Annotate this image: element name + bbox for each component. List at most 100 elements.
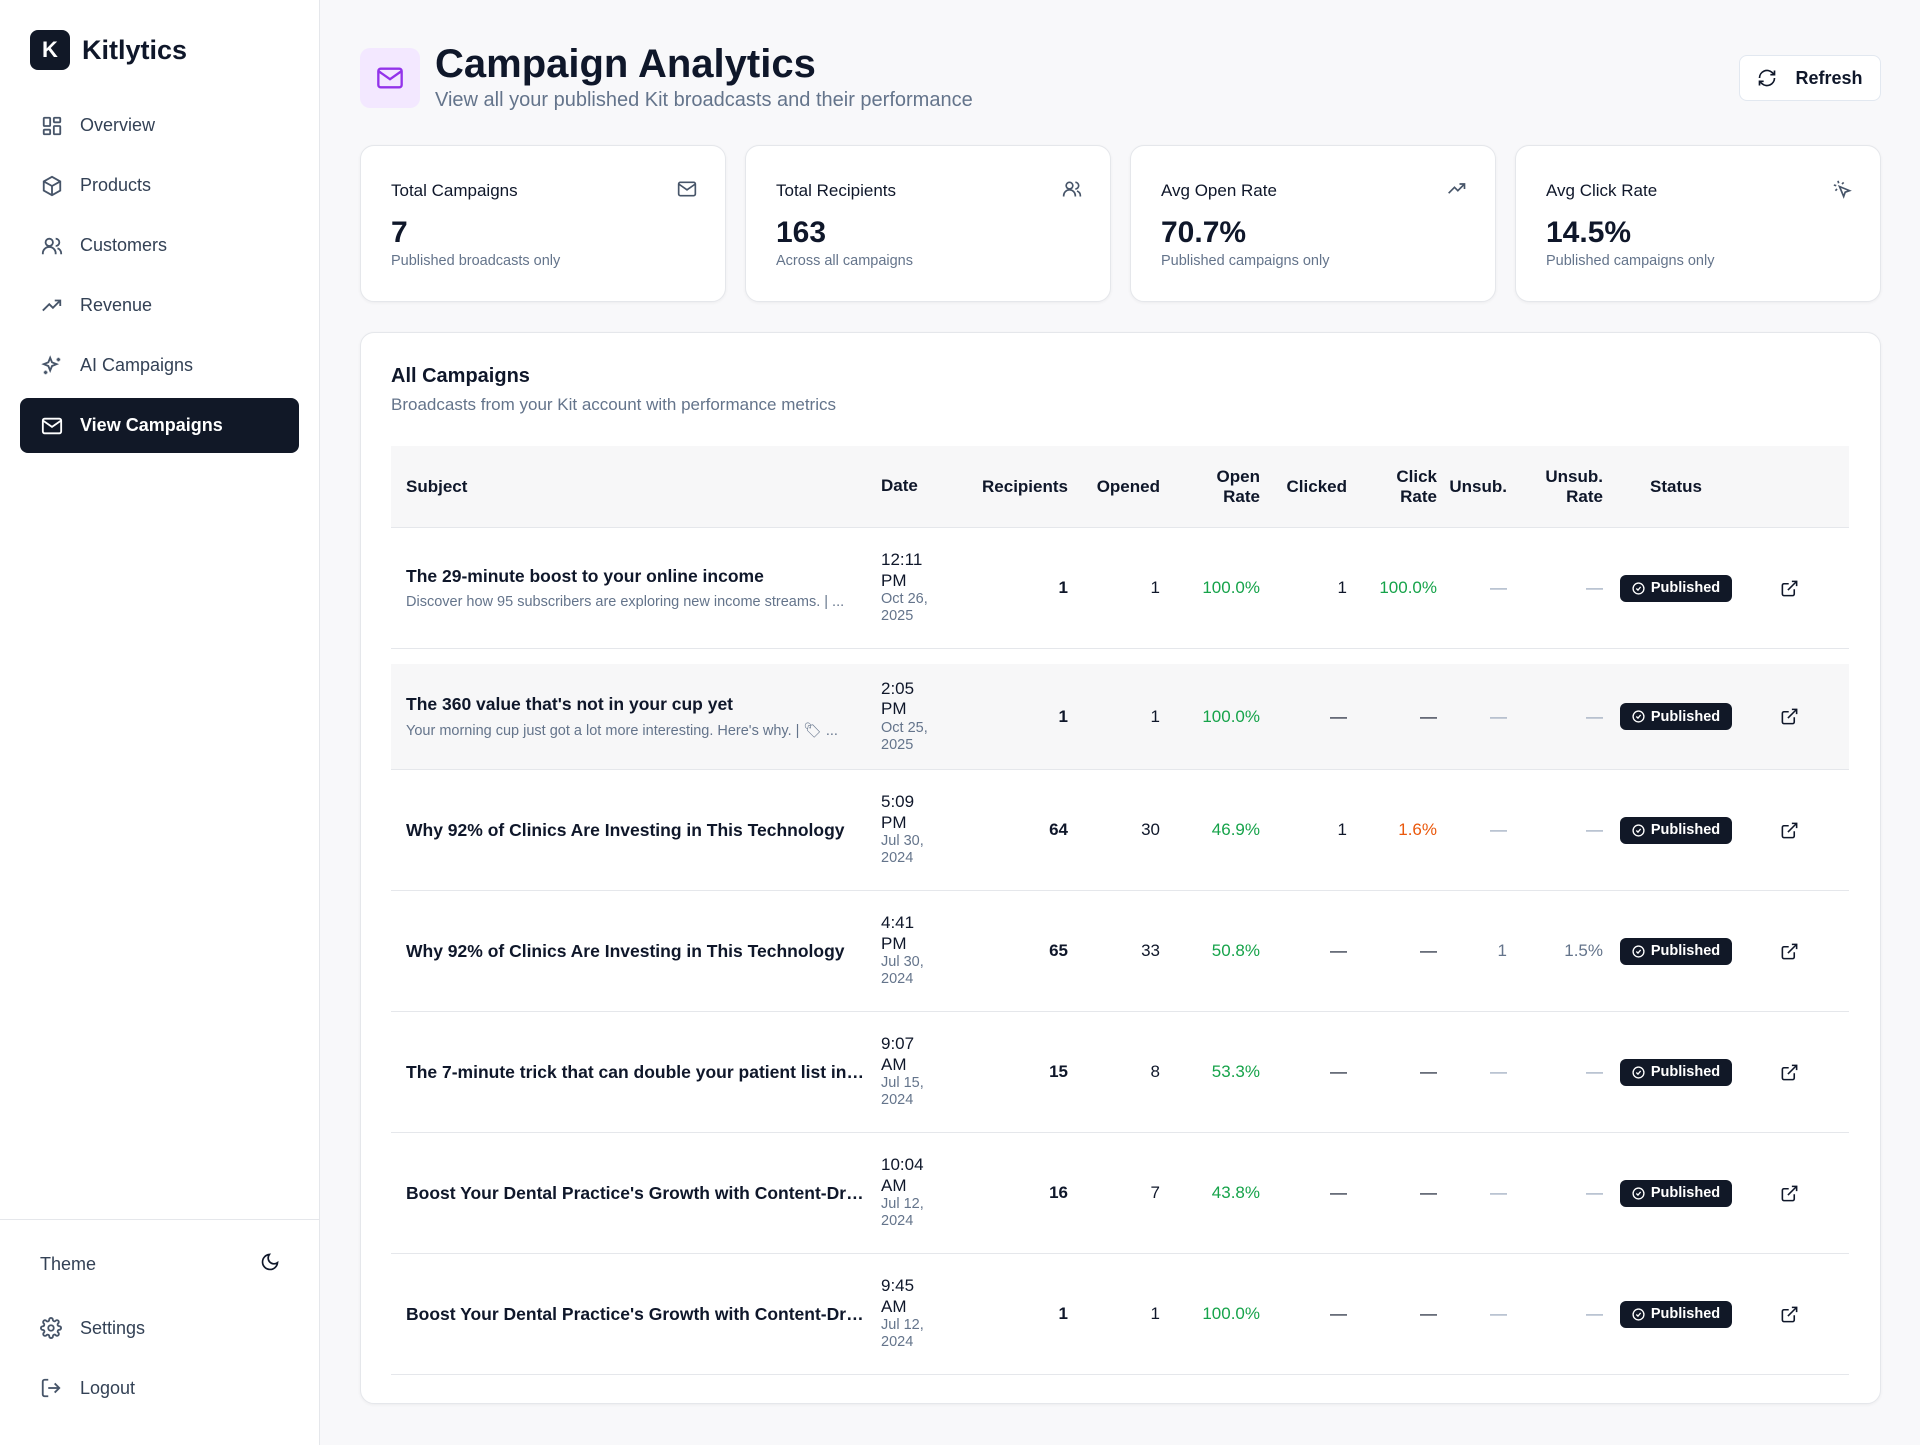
date-time-2: AM [881,1054,907,1074]
cell-clicked: — [1330,1304,1347,1323]
date-year: 2025 [881,736,914,753]
external-link-icon[interactable] [1780,707,1799,726]
external-link-icon[interactable] [1780,942,1799,961]
settings-link[interactable]: Settings [40,1316,145,1340]
cell-unsub: — [1490,1062,1507,1081]
table-row[interactable]: Why 92% of Clinics Are Investing in This… [391,891,1849,1012]
moon-icon[interactable] [260,1252,280,1277]
cell-click-rate: 100.0% [1379,578,1437,597]
col-recipients[interactable]: Recipients [982,476,1068,496]
external-link-icon[interactable] [1780,821,1799,840]
table-row[interactable]: Boost Your Dental Practice's Growth with… [391,1133,1849,1254]
cell-opened: 1 [1150,578,1160,597]
col-date[interactable]: Date [881,476,918,496]
sidebar-item-view-campaigns[interactable]: View Campaigns [20,398,299,453]
external-link-icon[interactable] [1780,1063,1799,1082]
stat-card-avg-open-rate: Avg Open Rate 70.7% Published campaigns … [1130,145,1496,302]
sidebar-item-products[interactable]: Products [20,158,299,213]
cell-click-rate: — [1420,1183,1437,1202]
external-link-icon[interactable] [1780,1305,1799,1324]
cell-unsub-rate: — [1586,820,1603,839]
cell-date: 9:45 AM Jul 12, 2024 [881,1276,953,1352]
cell-link [1749,1305,1829,1324]
col-opened[interactable]: Opened [1096,476,1160,496]
date-time-2: PM [881,570,907,590]
stat-label: Avg Click Rate [1546,181,1658,200]
col-open-rate[interactable]: Open Rate [1160,467,1260,507]
campaign-preview: Discover how 95 subscribers are explorin… [406,594,845,610]
status-badge: Published [1619,1058,1733,1086]
cell-click-rate: — [1420,941,1437,960]
campaign-subject: Boost Your Dental Practice's Growth with… [406,1303,866,1324]
table-row[interactable]: The 29-minute boost to your online incom… [391,528,1849,649]
sidebar-nav: Overview Products Customers Revenue AI C… [20,98,299,458]
cell-subject: The 7-minute trick that can double your … [391,1062,881,1083]
logout-link[interactable]: Logout [40,1376,135,1400]
cell-link [1749,1184,1829,1203]
col-click-rate-line2: Rate [1400,486,1437,506]
table-row[interactable]: Boost Your Dental Practice's Growth with… [391,1254,1849,1375]
cell-recipients: 64 [1049,820,1068,839]
cell-opened: 7 [1150,1183,1160,1202]
brand[interactable]: K Kitlytics [30,30,187,70]
status-label: Published [1650,943,1721,959]
cell-click-rate: 1.6% [1398,820,1437,839]
theme-label: Theme [40,1254,97,1274]
cell-status: Published [1603,816,1749,844]
external-link-icon[interactable] [1780,1184,1799,1203]
sidebar-item-overview[interactable]: Overview [20,98,299,153]
check-circle-icon [1632,1186,1645,1200]
status-label: Published [1650,580,1721,596]
refresh-icon [1757,68,1777,88]
sidebar-item-ai-campaigns[interactable]: AI Campaigns [20,338,299,393]
table-header: Subject Date Recipients Opened Open Rate … [391,446,1849,528]
date-day: Jul 30, [881,954,924,970]
check-circle-icon [1632,710,1645,723]
status-label: Published [1650,1064,1721,1080]
status-label: Published [1650,1185,1721,1201]
sidebar-item-revenue[interactable]: Revenue [20,278,299,333]
date-time-2: PM [881,933,907,953]
panel-title: All Campaigns [391,365,530,387]
campaign-subject: Why 92% of Clinics Are Investing in This… [406,819,845,840]
stat-value: 163 [776,216,827,249]
table-row[interactable]: Why 92% of Clinics Are Investing in This… [391,770,1849,891]
table-row[interactable]: The 7-minute trick that can double your … [391,1012,1849,1133]
cell-opened: 8 [1150,1062,1160,1081]
col-unsub-rate[interactable]: Unsub. Rate [1507,467,1603,507]
cell-opened: 33 [1141,941,1160,960]
table-row[interactable]: The 360 value that's not in your cup yet… [391,664,1849,770]
check-circle-icon [1632,1307,1645,1321]
stat-note: Published campaigns only [1161,253,1330,269]
col-open-rate-line1: Open [1216,466,1260,486]
col-subject[interactable]: Subject [406,476,468,496]
cell-subject: The 29-minute boost to your online incom… [391,566,881,610]
external-link-icon[interactable] [1780,579,1799,598]
col-click-rate-line1: Click [1396,466,1437,486]
trending-up-icon [40,294,64,318]
sidebar: K Kitlytics Overview Products Customers [0,0,320,1445]
status-label: Published [1650,708,1721,725]
status-badge: Published [1619,937,1733,965]
cell-status: Published [1603,1300,1749,1328]
cell-date: 10:04 AM Jul 12, 2024 [881,1155,953,1231]
brand-logo: K [30,30,70,70]
date-year: 2024 [881,1334,914,1351]
cell-status: Published [1603,937,1749,965]
stat-label: Avg Open Rate [1161,181,1277,200]
cell-clicked: — [1330,1183,1347,1202]
cell-date: 5:09 PM Jul 30, 2024 [881,792,953,868]
theme-toggle[interactable]: Theme [40,1252,280,1277]
col-click-rate[interactable]: Click Rate [1347,467,1437,507]
col-unsub-rate-line1: Unsub. [1545,466,1603,486]
campaigns-panel: All Campaigns Broadcasts from your Kit a… [360,332,1881,1404]
sidebar-item-customers[interactable]: Customers [20,218,299,273]
refresh-button[interactable]: Refresh [1739,55,1881,101]
date-year: 2024 [881,1213,914,1230]
col-unsub[interactable]: Unsub. [1449,476,1507,496]
col-clicked[interactable]: Clicked [1286,476,1347,496]
date-day: Jul 15, [881,1075,924,1091]
cell-status: Published [1603,1179,1749,1207]
col-status[interactable]: Status [1650,476,1702,496]
cell-recipients: 65 [1049,941,1068,960]
